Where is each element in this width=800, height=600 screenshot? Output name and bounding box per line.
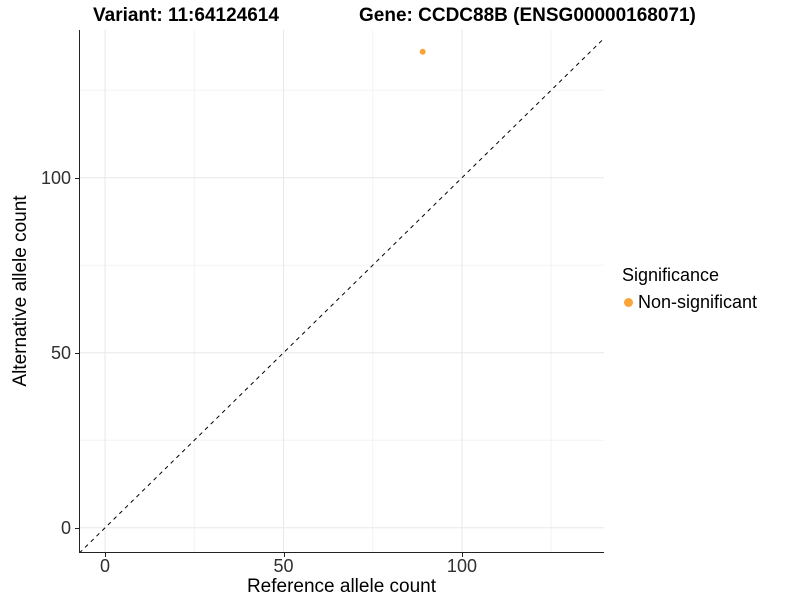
data-point: [419, 48, 426, 55]
gene-title: Gene: CCDC88B (ENSG00000168071): [359, 5, 696, 26]
x-tick-label: 100: [446, 556, 477, 576]
x-tick-mark: [461, 553, 463, 557]
legend-item-label: Non-significant: [638, 292, 758, 312]
legend-title: Significance: [622, 265, 720, 285]
legend-items: Non-significant: [622, 292, 757, 313]
identity-dashed-line: [79, 38, 604, 553]
legend-key-dot-icon: [624, 298, 633, 307]
x-axis-title: Reference allele count: [246, 576, 437, 597]
y-tick-label: 100: [40, 167, 71, 188]
legend: Significance Non-significant: [622, 264, 757, 313]
y-tick-label: 0: [60, 517, 71, 538]
x-tick-mark: [105, 553, 107, 557]
legend-item: Non-significant: [622, 292, 757, 313]
y-tick-mark: [75, 177, 79, 179]
x-tick-mark: [283, 553, 285, 557]
plot-panel: [79, 30, 604, 553]
x-tick-label: 50: [273, 556, 294, 576]
variant-title: Variant: 11:64124614: [93, 5, 279, 26]
y-tick-label: 50: [50, 342, 71, 363]
x-tick-label: 0: [100, 556, 111, 576]
plot-canvas: [79, 30, 604, 553]
y-tick-mark: [75, 352, 79, 354]
y-tick-mark: [75, 527, 79, 529]
